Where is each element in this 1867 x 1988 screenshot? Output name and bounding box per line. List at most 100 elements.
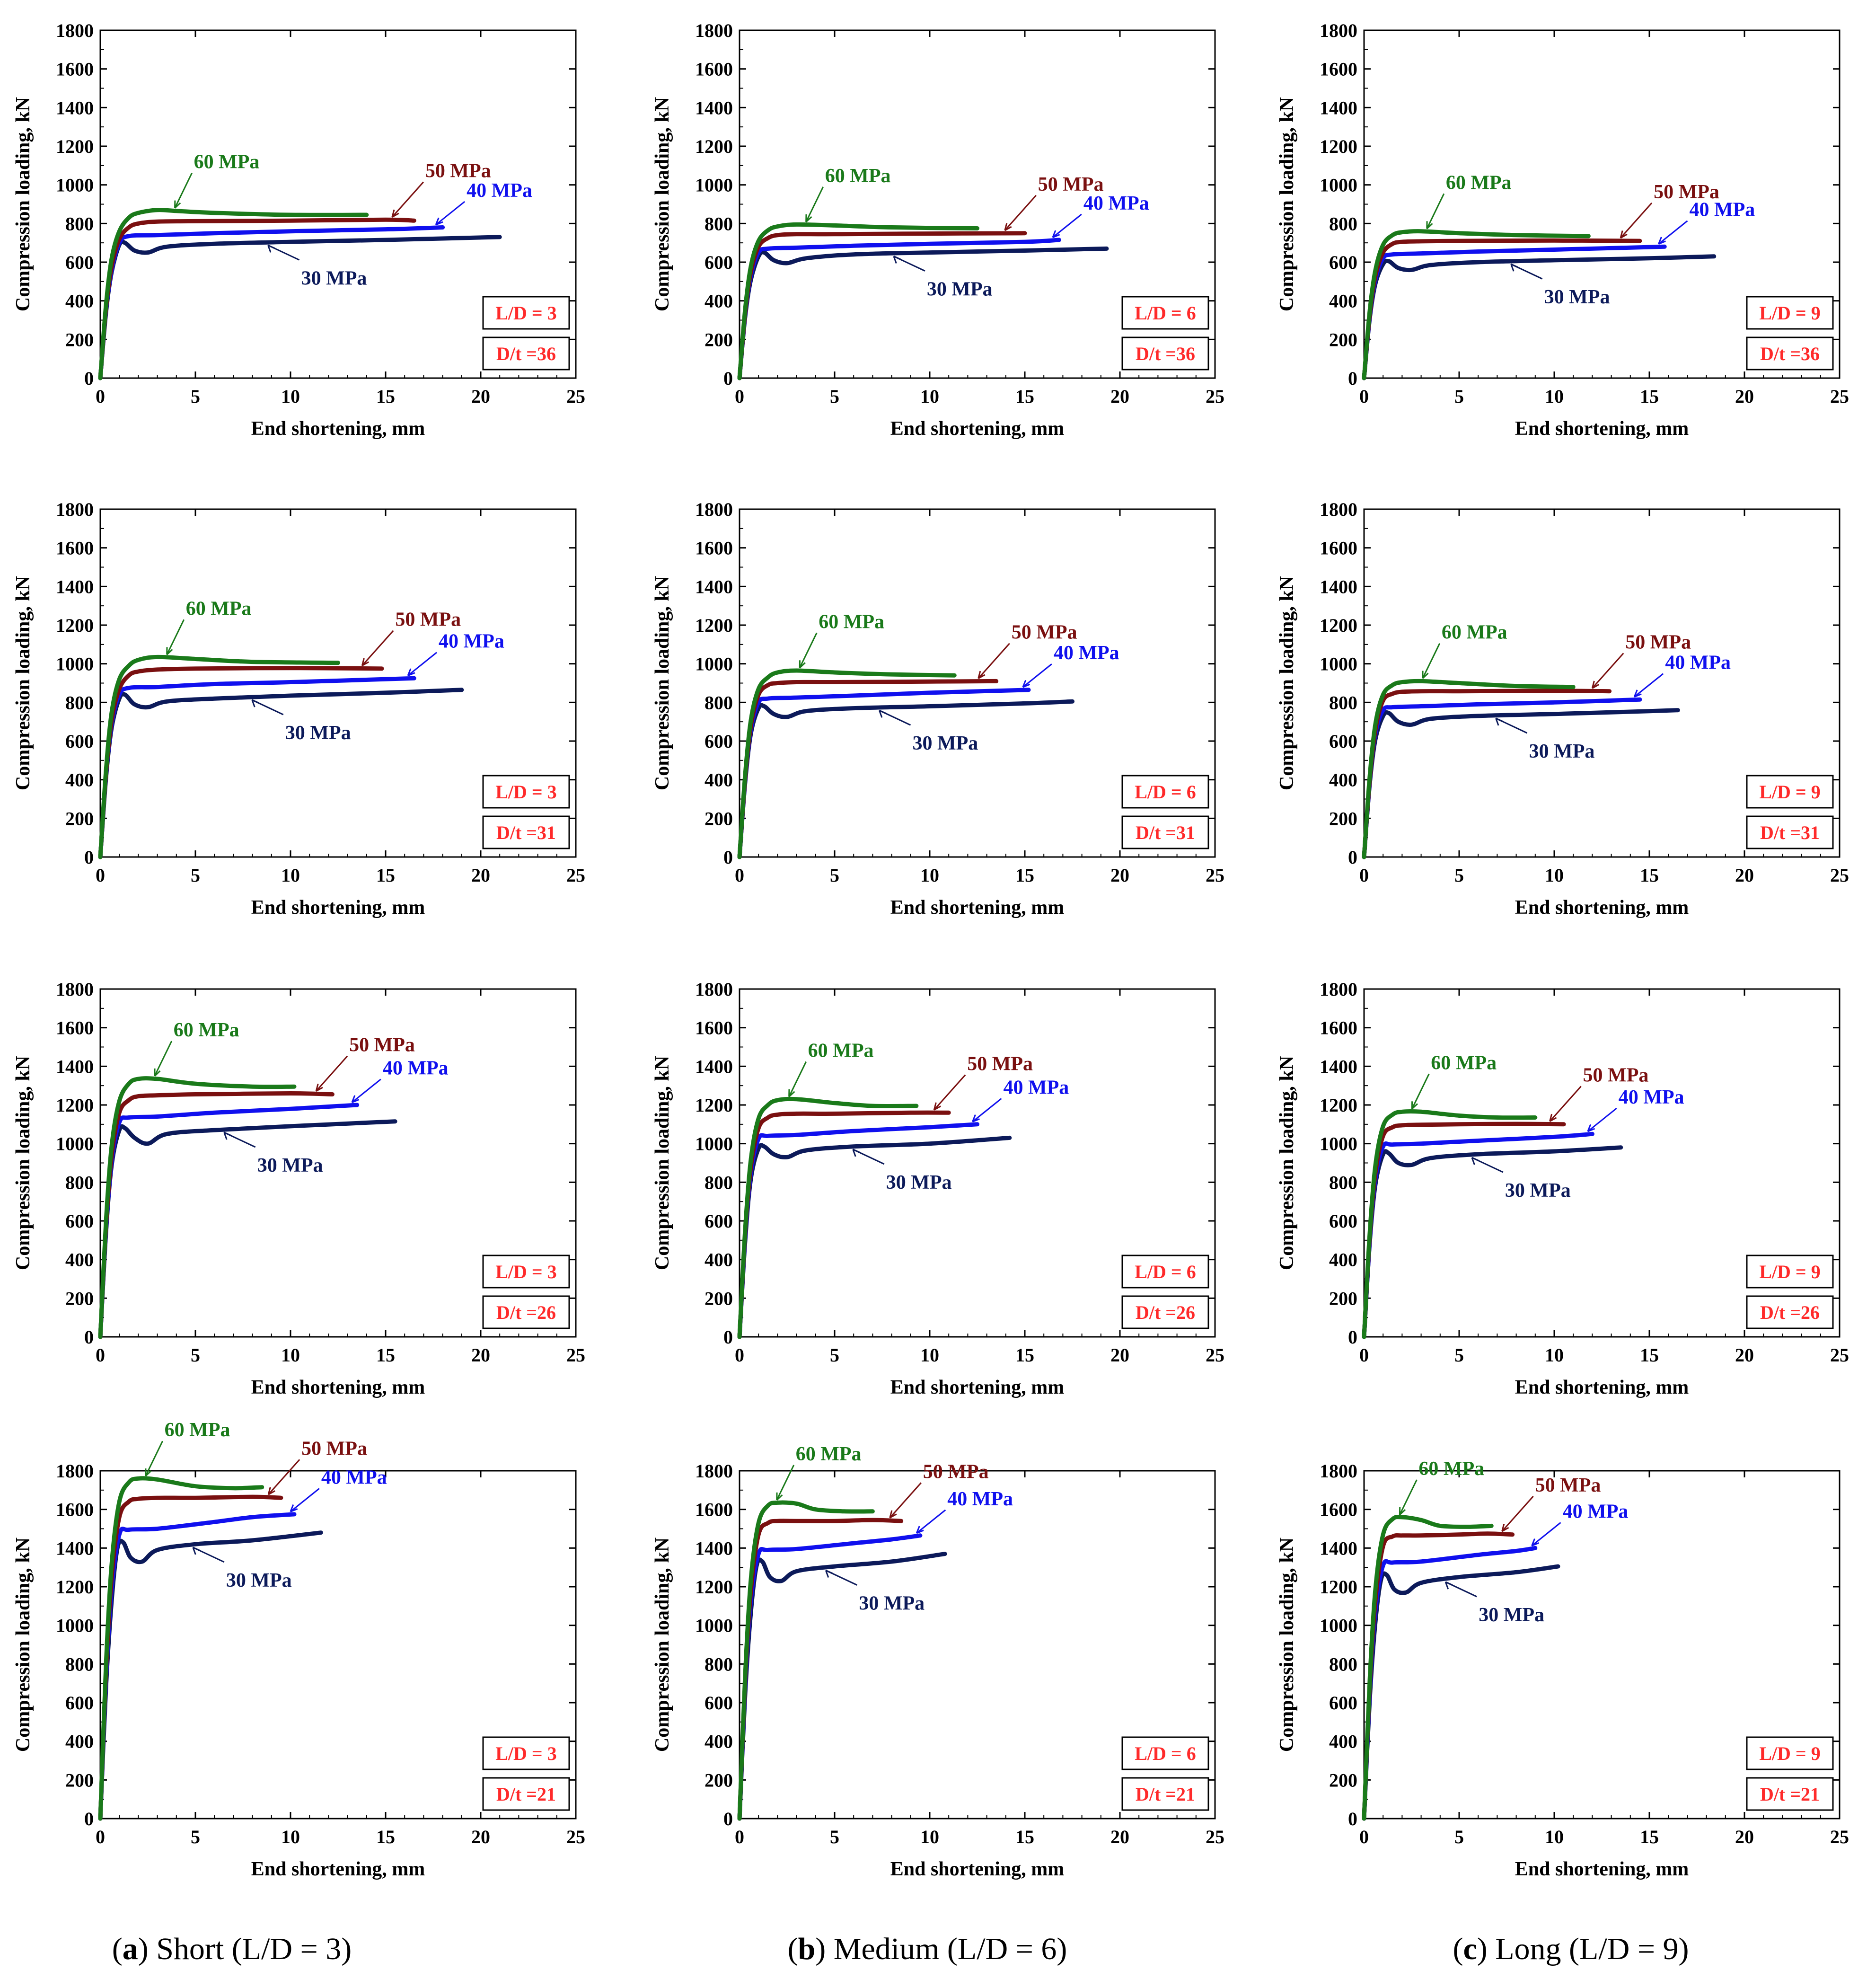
y-tick-label: 0	[84, 1326, 94, 1348]
y-axis-label: Compression loading, kN	[12, 1056, 34, 1270]
y-tick-label: 1200	[695, 1095, 733, 1116]
series-label-60-mpa: 60 MPa	[194, 151, 260, 173]
y-tick-label: 800	[1329, 1172, 1357, 1193]
series-label-60-mpa: 60 MPa	[1431, 1052, 1497, 1074]
label-arrowhead	[933, 1102, 941, 1111]
label-arrowhead	[351, 1095, 360, 1104]
y-tick-label: 1000	[56, 1133, 94, 1155]
series-label-30-mpa: 30 MPa	[1505, 1180, 1571, 1202]
x-axis-label: End shortening, mm	[1515, 1858, 1689, 1880]
x-tick-label: 5	[830, 865, 839, 886]
series-label-50-mpa: 50 MPa	[1535, 1475, 1601, 1496]
y-axis-label: Compression loading, kN	[1276, 576, 1298, 790]
y-tick-label: 1200	[1320, 615, 1357, 636]
label-arrow	[1004, 194, 1037, 231]
label-arrowhead	[1531, 1538, 1539, 1546]
y-tick-label: 0	[1348, 1808, 1357, 1829]
y-tick-label: 1800	[1320, 1460, 1357, 1482]
x-tick-label: 10	[281, 1344, 300, 1366]
label-arrow	[776, 1465, 795, 1501]
series-label-30-mpa: 30 MPa	[886, 1172, 952, 1193]
x-tick-label: 20	[1110, 1826, 1129, 1847]
label-arrow	[145, 1440, 164, 1476]
label-arrowhead	[1587, 1124, 1595, 1132]
chart-panel-9: 0 200 400 600 800 1000 1200 1400 1600 1800 0 5 10 15 2…	[1276, 979, 1849, 1398]
y-tick-label: 1200	[695, 1576, 733, 1598]
x-tick-label: 20	[1735, 386, 1754, 407]
annotation-box	[482, 1295, 570, 1329]
series-label-60-mpa: 60 MPa	[1442, 622, 1507, 644]
y-axis-label: Compression loading, kN	[652, 1056, 673, 1270]
series-label-50-mpa: 50 MPa	[923, 1461, 989, 1483]
series-label-30-mpa: 30 MPa	[1479, 1604, 1544, 1626]
series-label-40-mpa: 40 MPa	[1563, 1501, 1629, 1522]
annotation-box-label: D/t =26	[496, 1302, 556, 1323]
label-arrow	[268, 1459, 300, 1495]
series-line-30-mpa	[737, 699, 1074, 859]
x-tick-label: 10	[920, 1826, 939, 1847]
x-tick-label: 5	[1454, 865, 1464, 886]
y-tick-label: 1000	[1320, 175, 1357, 196]
y-tick-label: 600	[65, 1692, 94, 1714]
x-tick-label: 10	[281, 1826, 300, 1847]
series-label-50-mpa: 50 MPa	[395, 609, 461, 631]
x-tick-label: 20	[1735, 1344, 1754, 1366]
y-tick-label: 600	[65, 252, 94, 273]
label-arrow	[174, 172, 193, 209]
y-tick-label: 1000	[56, 175, 94, 196]
x-tick-label: 15	[1640, 386, 1659, 407]
label-arrowhead	[978, 671, 986, 679]
label-arrowhead	[1620, 230, 1628, 239]
y-tick-label: 1000	[695, 1133, 733, 1155]
y-axis-label: Compression loading, kN	[652, 97, 673, 311]
y-tick-label: 600	[1329, 1692, 1357, 1714]
x-tick-label: 0	[1359, 865, 1369, 886]
series-label-30-mpa: 30 MPa	[301, 267, 367, 289]
x-tick-label: 20	[471, 865, 490, 886]
annotation-box	[1746, 815, 1834, 849]
annotation-box-label: L/D = 6	[1135, 1743, 1196, 1764]
y-tick-label: 1000	[56, 654, 94, 675]
x-tick-label: 20	[471, 1344, 490, 1366]
label-arrow	[788, 1061, 807, 1097]
x-tick-label: 10	[1545, 1826, 1564, 1847]
series-line-60-mpa	[1362, 229, 1591, 380]
x-tick-label: 0	[735, 1344, 744, 1366]
series-line-40-mpa	[737, 238, 1061, 380]
y-tick-label: 600	[705, 1692, 733, 1714]
series-label-60-mpa: 60 MPa	[1418, 1458, 1484, 1480]
x-tick-label: 25	[1206, 865, 1224, 886]
series-label-30-mpa: 30 MPa	[257, 1155, 323, 1176]
x-axis-label: End shortening, mm	[890, 1858, 1065, 1880]
y-tick-label: 600	[705, 731, 733, 752]
y-tick-label: 1800	[1320, 979, 1357, 1000]
x-tick-label: 20	[1110, 865, 1129, 886]
x-tick-label: 5	[191, 386, 200, 407]
y-tick-label: 400	[705, 1249, 733, 1271]
y-tick-label: 0	[1348, 368, 1357, 389]
y-tick-label: 1000	[1320, 1615, 1357, 1636]
label-arrowhead	[315, 1083, 323, 1092]
x-tick-label: 20	[471, 1826, 490, 1847]
y-tick-label: 400	[65, 769, 94, 791]
label-arrow	[1422, 643, 1441, 679]
label-arrowhead	[1591, 680, 1599, 689]
y-tick-label: 200	[65, 1288, 94, 1309]
y-tick-label: 1600	[56, 538, 94, 559]
series-label-60-mpa: 60 MPa	[174, 1019, 239, 1041]
y-axis-label: Compression loading, kN	[12, 576, 34, 790]
x-tick-label: 0	[96, 1826, 105, 1847]
annotation-box-label: D/t =36	[1760, 343, 1820, 364]
y-axis-label: Compression loading, kN	[652, 576, 673, 790]
series-label-60-mpa: 60 MPa	[808, 1040, 874, 1062]
label-arrowhead	[267, 1487, 275, 1495]
y-tick-label: 1800	[695, 979, 733, 1000]
y-tick-label: 0	[1348, 847, 1357, 868]
x-tick-label: 5	[830, 1344, 839, 1366]
annotation-box-label: L/D = 6	[1135, 1261, 1196, 1282]
label-arrowhead	[267, 244, 275, 253]
y-tick-label: 1400	[1320, 1056, 1357, 1077]
y-tick-label: 1800	[695, 499, 733, 520]
x-axis-label: End shortening, mm	[251, 418, 425, 440]
